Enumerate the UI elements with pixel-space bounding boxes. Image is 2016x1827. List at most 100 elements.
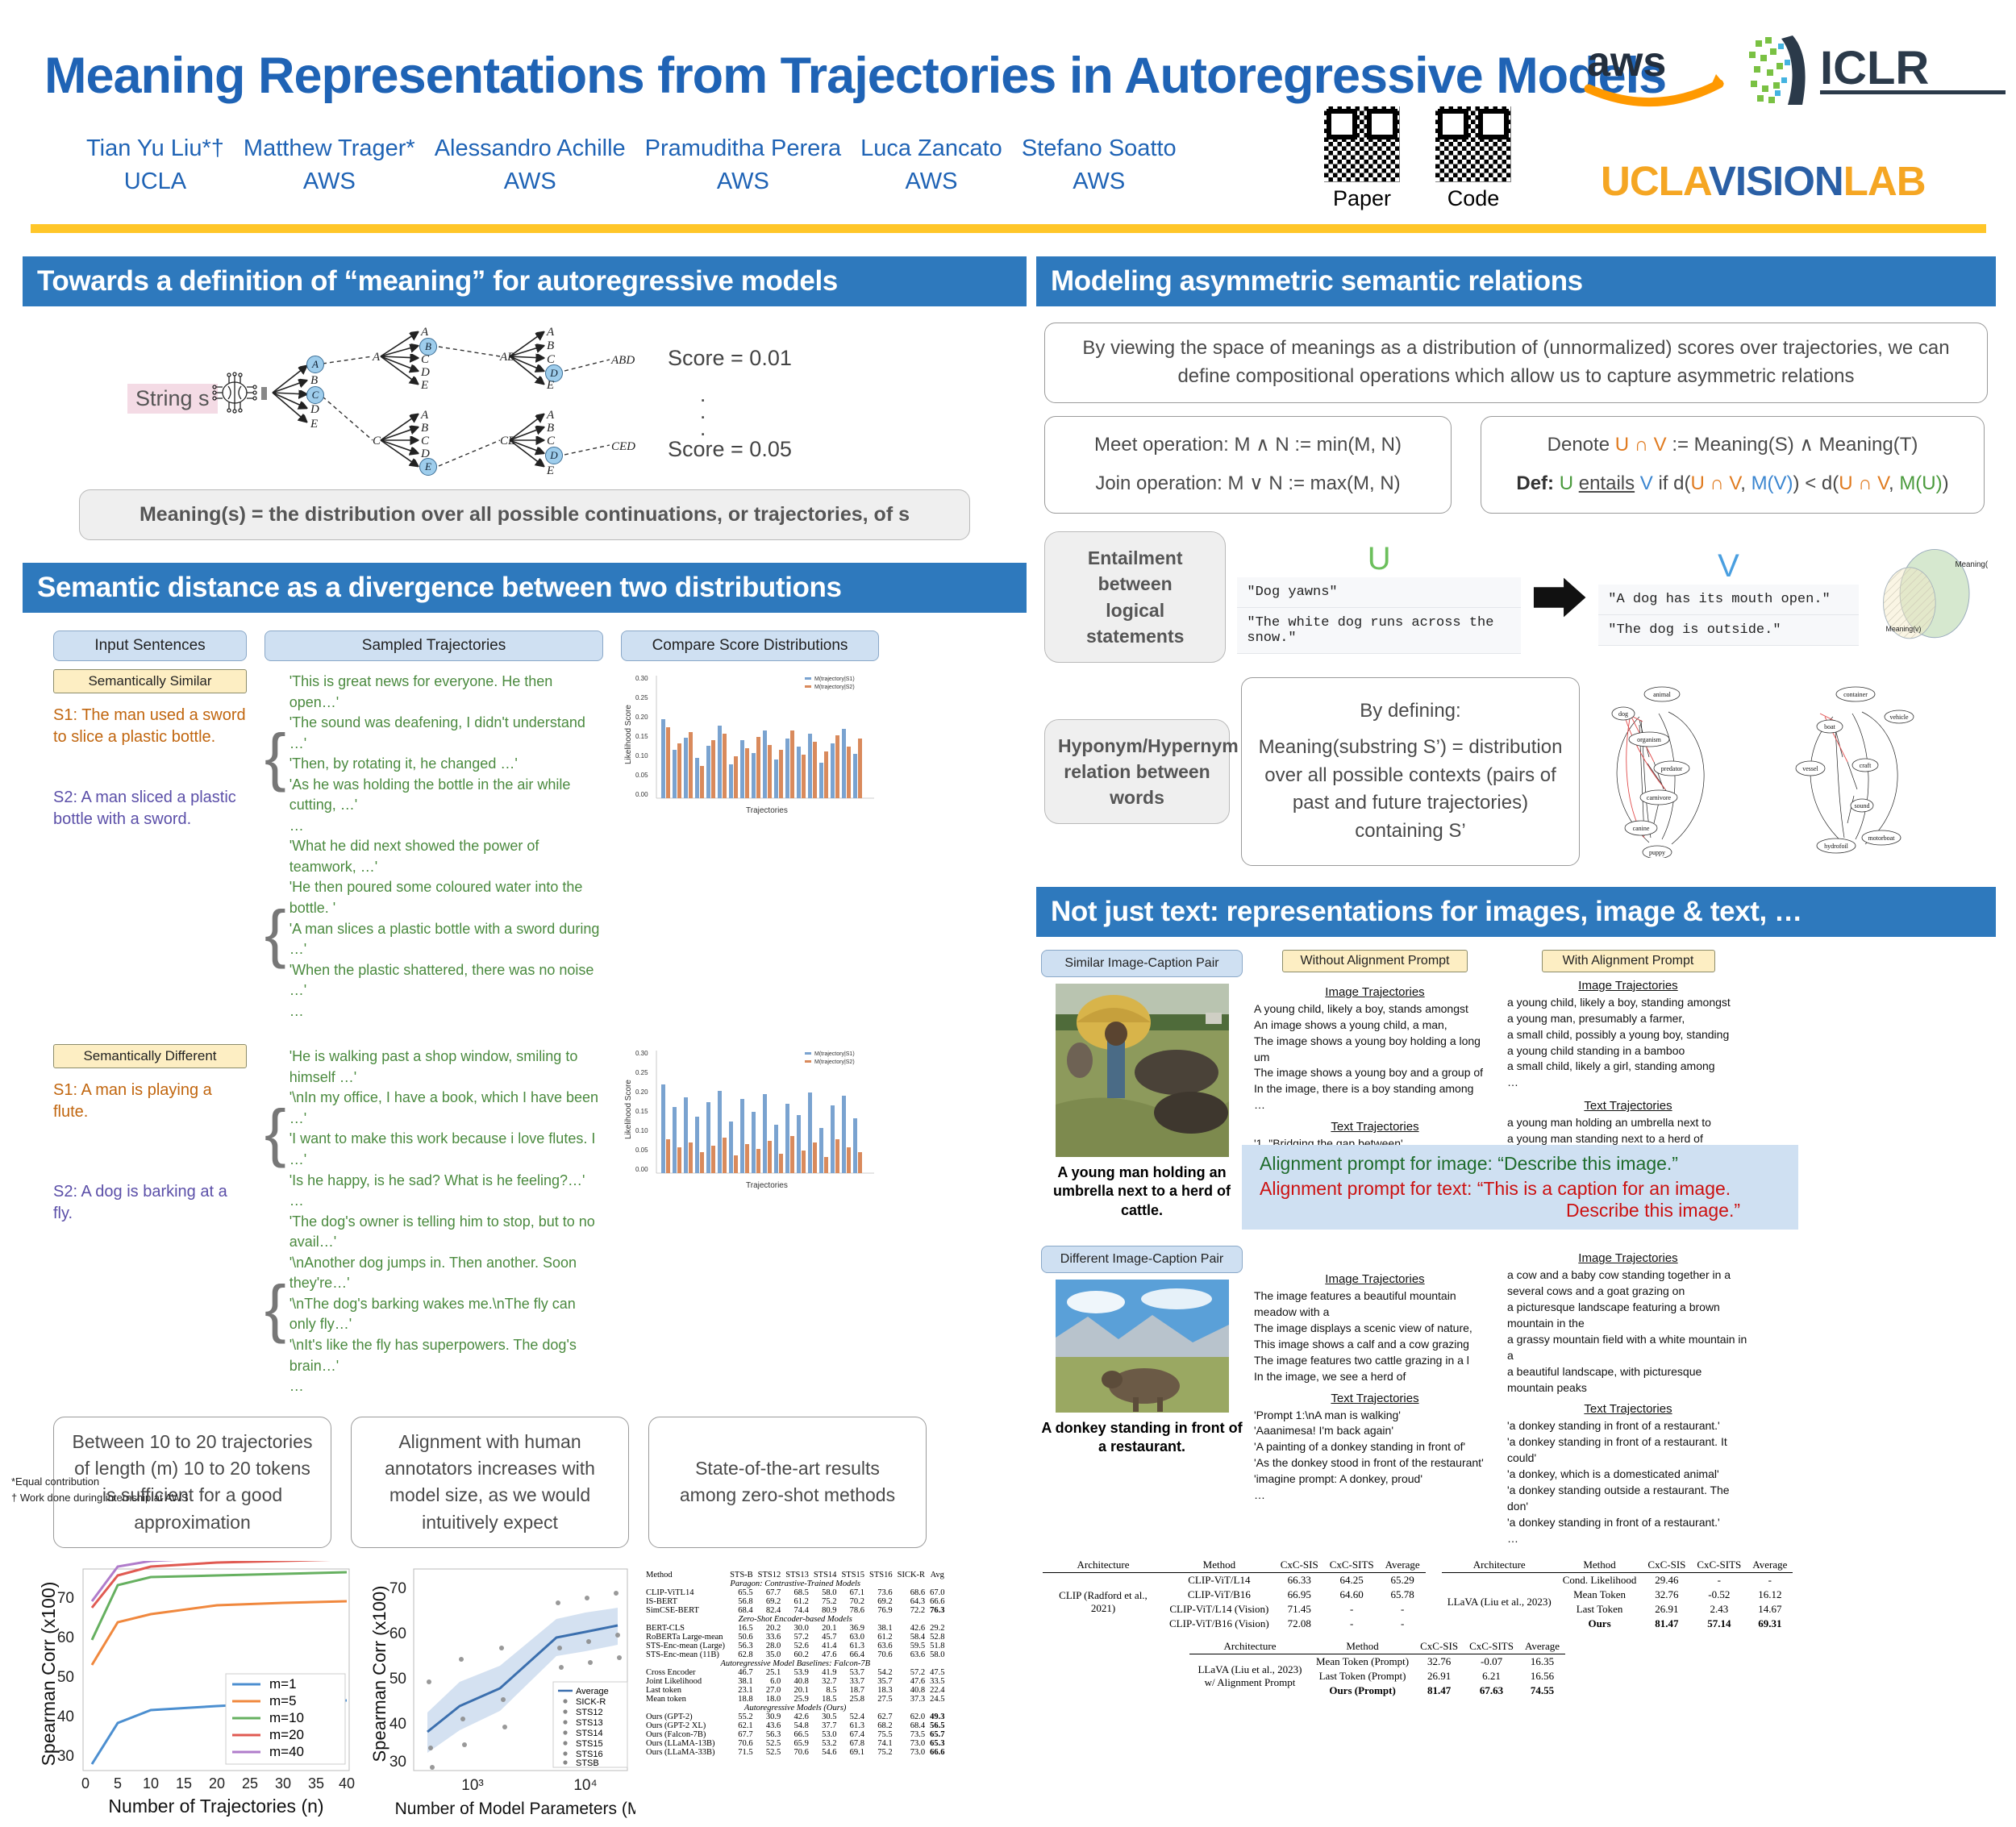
cell-method: Ours (LLaMA-13B)	[646, 1738, 715, 1748]
cell-value: 73.6	[877, 1588, 893, 1597]
traj-line: …	[1507, 1531, 1518, 1545]
col-architecture: Architecture	[1223, 1640, 1277, 1653]
badge-without-prompt: Without Alignment Prompt	[1282, 949, 1468, 972]
traj-line: 'a donkey standing in front of a restaur…	[1507, 1515, 1720, 1529]
caption-different: A donkey standing in front of a restaura…	[1041, 1420, 1243, 1455]
cell-value: -	[1350, 1617, 1354, 1630]
svg-text:Average: Average	[576, 1687, 609, 1696]
table-llava-prompt-wrapper: Architecture Method CxC-SIS CxC-SITS Ave…	[1036, 1639, 1996, 1698]
cell-value: 23.1	[738, 1685, 753, 1695]
trajectory-line: '\nThe dog's barking wakes me.\nThe fly …	[289, 1295, 576, 1333]
cell-method: Ours (GPT-2)	[646, 1712, 693, 1721]
meet-join-box: Meet operation: M ∧ N := min(M, N) Join …	[1044, 415, 1452, 514]
cell-value: 73.0	[910, 1738, 926, 1748]
col-average: Average	[1752, 1559, 1788, 1571]
cell-value: 75.2	[877, 1747, 893, 1757]
semantic-group-similar: Semantically Similar S1: The man used a …	[23, 669, 1027, 1022]
svg-text:5: 5	[114, 1775, 122, 1792]
table-row: Ours (LLaMA-13B) 70.6 52.5 65.9 53.2 67.8 74.1…	[644, 1739, 947, 1748]
cell-value: 62.8	[738, 1650, 753, 1659]
cell-value: 2.43	[1710, 1603, 1729, 1616]
header-image-trajectories: Image Trajectories	[1325, 1272, 1425, 1287]
cell-method: CLIP-ViT/L14 (Vision)	[1169, 1603, 1269, 1616]
svg-text:0.00: 0.00	[635, 791, 648, 798]
page-title: Meaning Representations from Trajectorie…	[44, 48, 1667, 104]
svg-text:vehicle: vehicle	[1889, 714, 1909, 721]
cell-value: 56.3	[765, 1729, 781, 1739]
trajectory-line: 'When the plastic shattered, there was n…	[289, 961, 594, 999]
col-method: Method	[646, 1570, 673, 1579]
traj-line: 'a donkey standing in front of a restaur…	[1507, 1419, 1720, 1433]
poster-header: Meaning Representations from Trajectorie…	[0, 0, 2016, 234]
alignment-prompt-image: Alignment prompt for image: “Describe th…	[1260, 1153, 1678, 1174]
cell-value: 67.8	[849, 1738, 865, 1748]
results-row: 70 60 50 40 30 0 5 10 15 20 25 30 35 40 Number…	[23, 1560, 1027, 1827]
traj-line: …	[1254, 1098, 1265, 1112]
trajectory-tree-diagram: String s	[23, 318, 1027, 477]
cell-value: 16.5	[738, 1623, 753, 1633]
cell-method: Mean token	[646, 1694, 686, 1704]
cell-method: Mean Token	[1573, 1588, 1627, 1601]
trajectory-line: 'What he did next showed the power of te…	[289, 838, 539, 875]
col-sts15: STS15	[841, 1570, 865, 1579]
qr-code[interactable]: Code	[1434, 105, 1513, 211]
image-pairs-column: Similar Image-Caption Pair A young man h…	[1041, 949, 1243, 1547]
with-diff-text-block: Text Trajectories 'a donkey standing in …	[1507, 1402, 1749, 1546]
author-entry: Luca Zancato AWS	[851, 135, 1012, 195]
table-row: IS-BERT 56.8 69.2 61.2 75.2 70.2 69.2 64.3 66.6	[644, 1597, 947, 1606]
author-entry: Stefano Soatto AWS	[1012, 135, 1186, 195]
svg-text:0.20: 0.20	[635, 1088, 648, 1096]
entailment-row: Entailment between logical statements U "…	[1044, 531, 1988, 663]
cell-value: 35.7	[877, 1676, 893, 1686]
col-method: Method	[1346, 1640, 1379, 1653]
tree-leaf-A4: A	[547, 409, 555, 422]
footnote-equal-contribution: *Equal contribution	[11, 1475, 100, 1488]
tree-token-D: D	[310, 403, 319, 416]
cell-value: 29.2	[930, 1623, 945, 1633]
traj-line: several cows and a goat grazing on	[1507, 1284, 1685, 1298]
tree-node-D3: D	[545, 364, 563, 382]
tree-leaf-C4: C	[547, 435, 556, 447]
denote-line: Denote U ∩ V := Meaning(S) ∧ Meaning(T)	[1547, 433, 1918, 456]
table-llava: Architecture Method CxC-SIS CxC-SITS Ave…	[1441, 1558, 1793, 1631]
traj-line: a small child, possibly a young boy, sta…	[1507, 1027, 1730, 1041]
cell-value: 62.0	[910, 1712, 926, 1721]
cell-value: 56.3	[738, 1641, 753, 1650]
badge-semantically-similar: Semantically Similar	[53, 669, 247, 693]
footnote-internship: † Work done during internship at AWS	[11, 1491, 189, 1504]
qr-code-icon[interactable]	[1434, 105, 1513, 184]
cell-value: 47.6	[910, 1676, 926, 1686]
cell-value: -0.07	[1480, 1655, 1503, 1668]
qr-paper[interactable]: Paper	[1322, 105, 1402, 211]
v-statement-1: "A dog has its mouth open."	[1598, 585, 1859, 616]
tree-leaf-ABD: ABD	[611, 354, 635, 367]
cell-value: 65.78	[1390, 1588, 1414, 1601]
u-statement-2: "The white dog runs across the snow."	[1237, 607, 1521, 654]
svg-text:10⁴: 10⁴	[573, 1777, 597, 1794]
svg-text:70: 70	[57, 1590, 74, 1607]
svg-text:M(trajectory|S1): M(trajectory|S1)	[814, 1051, 855, 1057]
cell-value: 80.9	[822, 1605, 837, 1615]
u-statement-1: "Dog yawns"	[1237, 576, 1521, 608]
cell-value: 37.3	[910, 1694, 926, 1704]
svg-text:Number of Model Parameters (M): Number of Model Parameters (M)	[395, 1800, 635, 1818]
col-cxc-sits: CxC-SITS	[1469, 1640, 1514, 1653]
svg-text:Trajectories: Trajectories	[746, 806, 788, 815]
brain-chip-icon	[212, 372, 257, 414]
qr-code-icon[interactable]	[1322, 105, 1402, 184]
cell-value: 18.7	[849, 1685, 865, 1695]
cell-value: 18.0	[765, 1694, 781, 1704]
table-row: STS-Enc-mean (11B) 62.8 35.0 60.2 47.6 66.4 70…	[644, 1650, 947, 1659]
cell-value: 52.5	[765, 1747, 781, 1757]
svg-text:organism: organism	[1637, 736, 1661, 743]
results-table-wrapper: Method STS-B STS12 STS13 STS14 STS15 STS…	[644, 1561, 947, 1827]
traj-line: a picturesque landscape featuring a brow…	[1507, 1301, 1720, 1330]
cell-value: -	[1400, 1603, 1405, 1616]
svg-text:dog: dog	[1618, 710, 1628, 718]
col-avg: Avg	[930, 1570, 944, 1579]
qr-code-block: Paper Code	[1322, 105, 1513, 211]
operations-row: Meet operation: M ∧ N := min(M, N) Join …	[1044, 415, 1988, 514]
table-row: Cross Encoder 46.7 25.1 53.9 41.9 53.7 54.2 57.…	[644, 1668, 947, 1677]
alignment-prompt-banner: Alignment prompt for image: “Describe th…	[1242, 1145, 1798, 1230]
col-stsb: STS-B	[730, 1570, 753, 1579]
